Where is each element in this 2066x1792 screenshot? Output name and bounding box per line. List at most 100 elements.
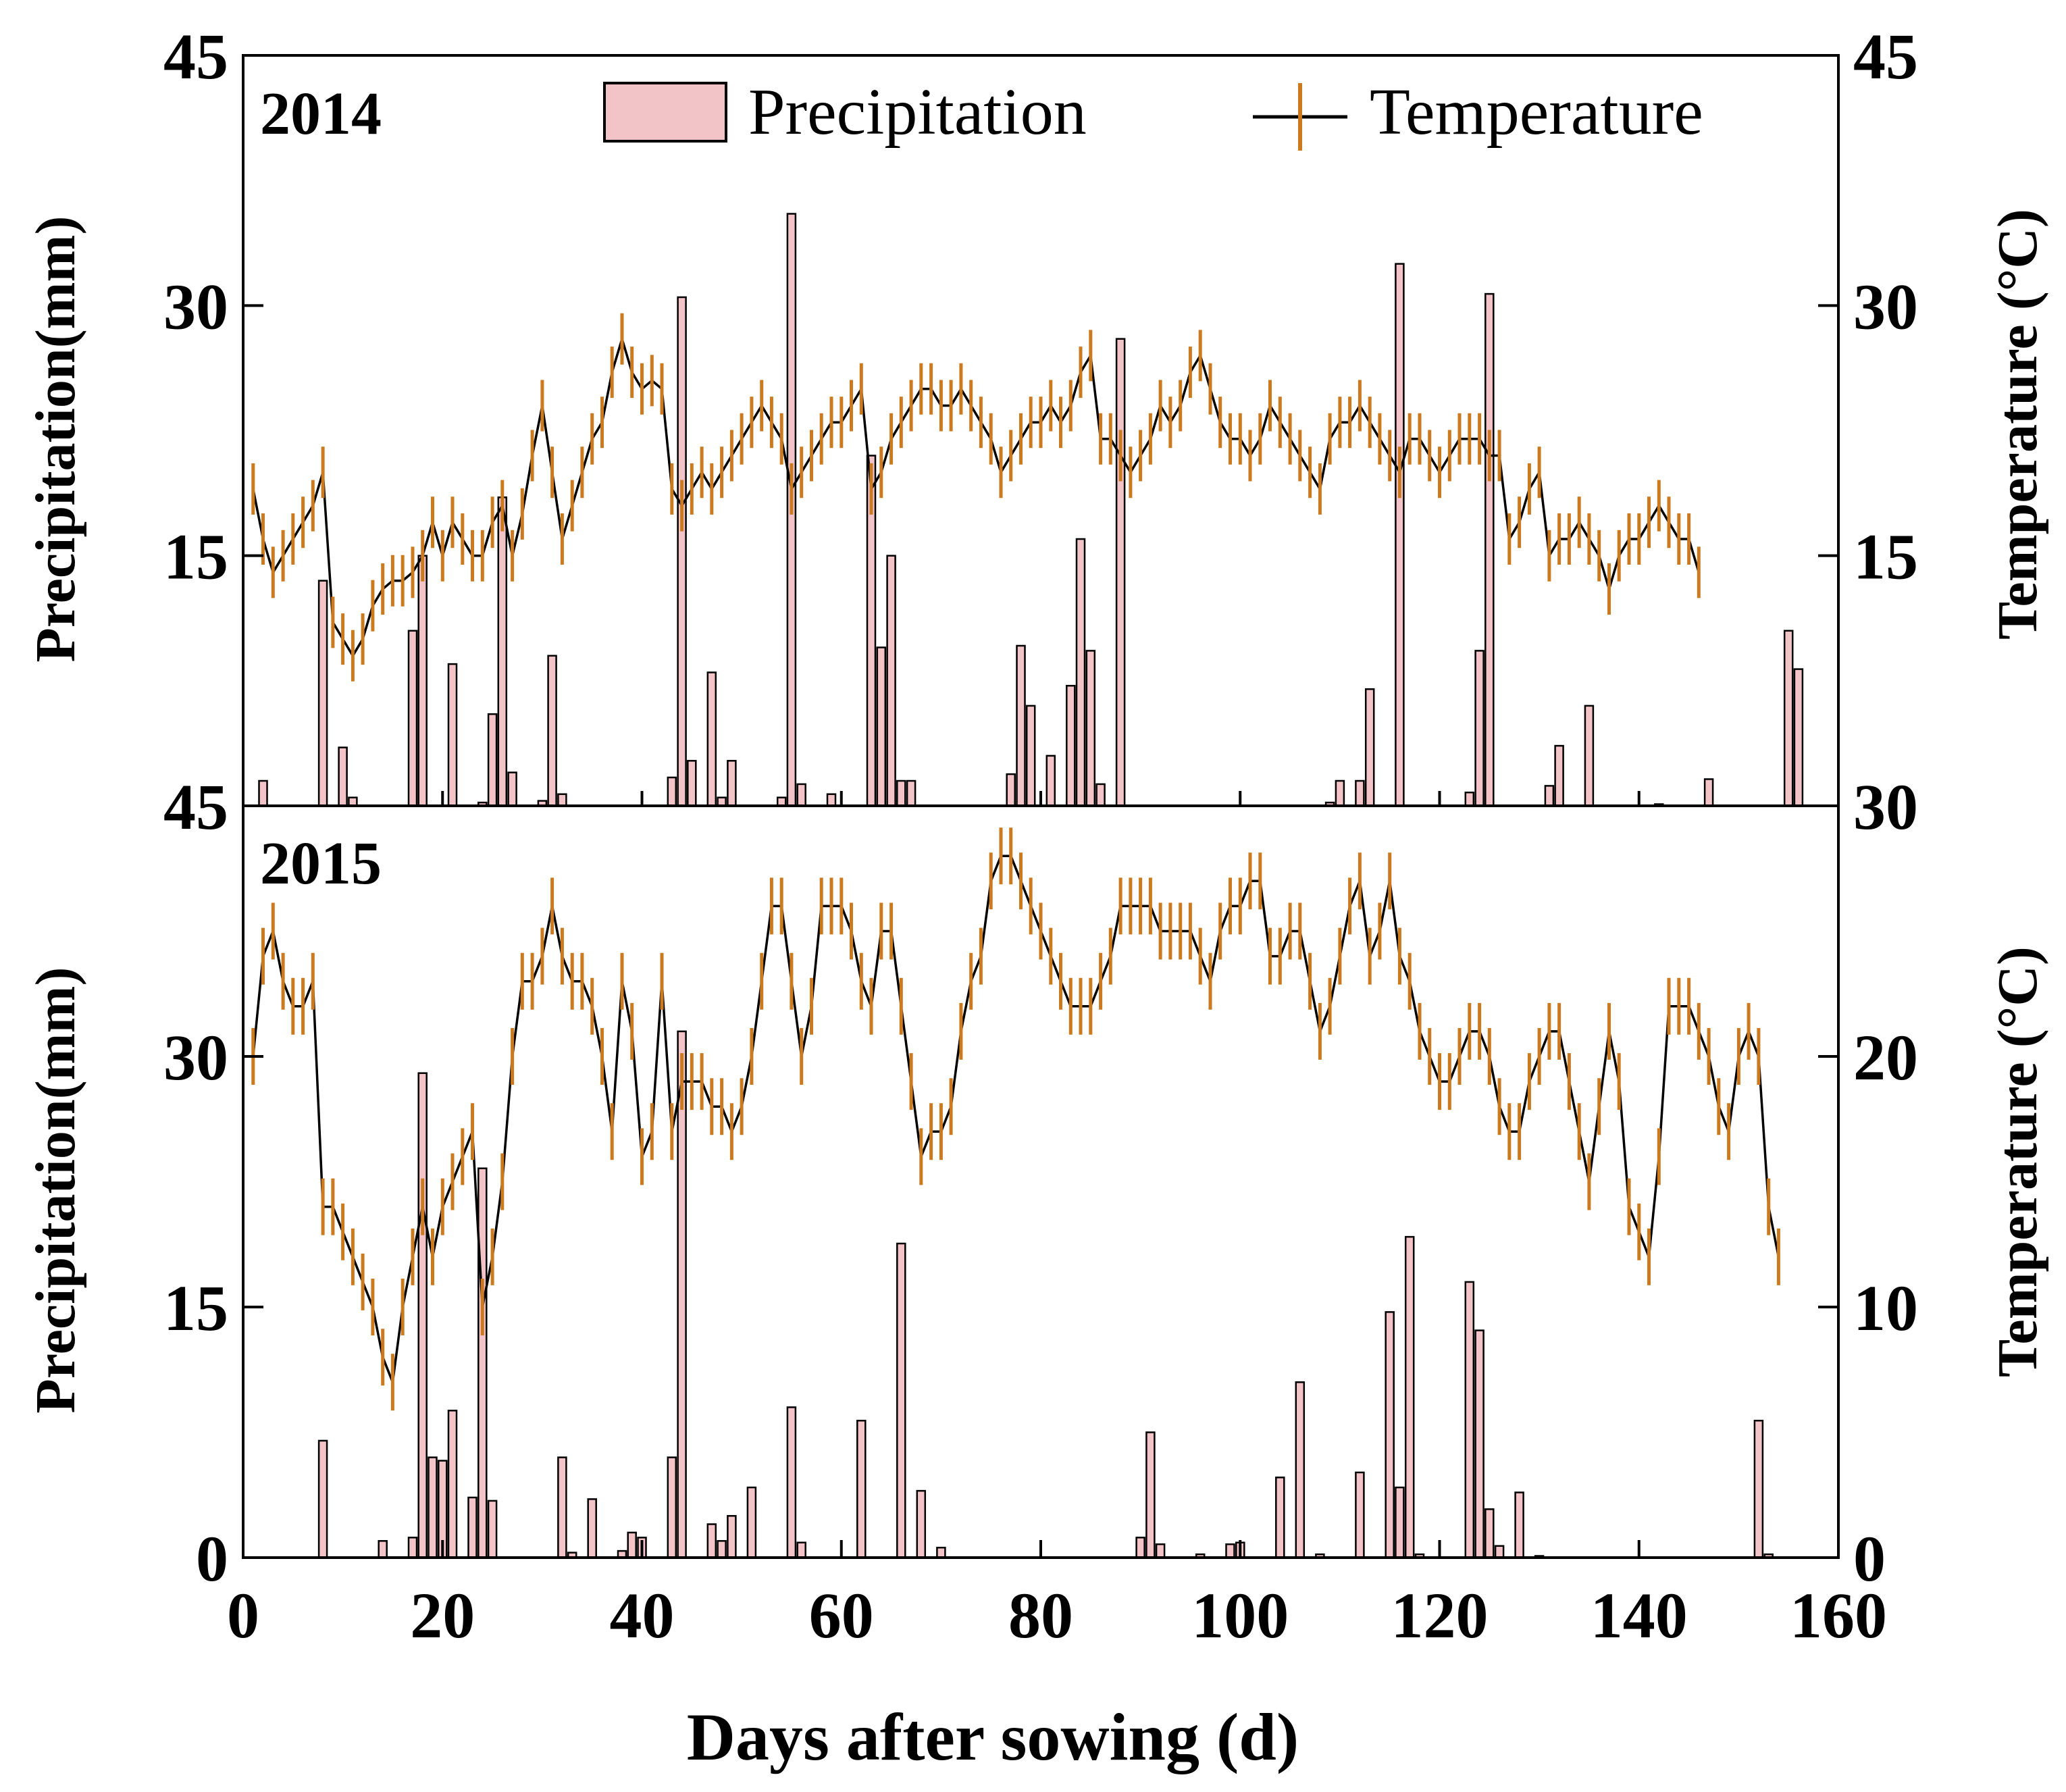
- precip-bar-2015-day-91: [1145, 1431, 1156, 1559]
- precip-bar-2015-day-106: [1295, 1381, 1306, 1559]
- precip-bar-2014-day-47: [706, 671, 717, 807]
- precip-bar-2015-day-68: [916, 1489, 927, 1559]
- precip-bar-2014-day-56: [796, 783, 806, 807]
- precip-bar-2014-day-45: [687, 760, 697, 807]
- precip-bar-2015-day-115: [1385, 1311, 1395, 1559]
- precip-bar-2015-day-17: [407, 1537, 418, 1559]
- left-tick-label-2015-0: 0: [196, 1522, 228, 1595]
- temperature-series-2015: [251, 827, 1780, 1411]
- precip-bar-2014-day-155: [1783, 630, 1794, 807]
- precip-bar-2015-day-90: [1135, 1537, 1145, 1559]
- precip-bar-2015-day-18: [417, 1072, 428, 1559]
- right-tick-label-2015-20: 20: [1853, 1021, 1918, 1094]
- precip-bar-2014-day-66: [896, 779, 906, 807]
- precip-bar-2014-day-43: [667, 776, 677, 807]
- precip-bar-2015-day-125: [1484, 1508, 1495, 1559]
- precip-bar-2014-day-59: [826, 793, 837, 807]
- precip-bar-2014-day-124: [1474, 650, 1484, 807]
- precip-bar-2015-day-32: [557, 1456, 567, 1559]
- precip-bar-2014-day-25: [487, 713, 498, 807]
- precip-bar-2015-day-66: [896, 1242, 906, 1559]
- precip-bar-2015-day-126: [1494, 1545, 1505, 1559]
- left-tick-label-2014-45: 45: [163, 20, 228, 93]
- precip-bar-2015-day-21: [447, 1410, 458, 1559]
- x-tick-label-160: 160: [1790, 1579, 1887, 1652]
- precip-bar-2014-day-2: [258, 779, 268, 807]
- x-tick-label-60: 60: [809, 1579, 874, 1652]
- precip-bar-2014-day-125: [1484, 292, 1495, 807]
- precip-bar-2014-day-83: [1066, 684, 1076, 807]
- legend-temperature-label: Temperature: [1370, 76, 1703, 149]
- temperature-line-2014: [252, 334, 1700, 659]
- precip-bar-2015-day-62: [856, 1419, 867, 1559]
- right-tick-label-2014-30: 30: [1853, 270, 1918, 342]
- x-tick-label-20: 20: [410, 1579, 475, 1652]
- x-tick-label-100: 100: [1191, 1579, 1289, 1652]
- precip-bar-2014-day-84: [1075, 538, 1086, 807]
- precip-bar-2015-day-123: [1464, 1281, 1475, 1559]
- precip-bar-2014-day-18: [417, 555, 428, 807]
- precip-bar-2015-day-48: [717, 1540, 727, 1559]
- precip-bar-2014-day-88: [1115, 338, 1126, 807]
- precipitation-bars-2015: [317, 1030, 1774, 1559]
- precip-bar-2015-day-104: [1275, 1477, 1285, 1559]
- precip-bar-2014-day-67: [906, 779, 916, 807]
- x-tick-label-40: 40: [610, 1579, 675, 1652]
- precip-bar-2014-day-32: [557, 793, 567, 807]
- precip-bar-2015-day-124: [1474, 1329, 1484, 1559]
- precip-bar-2014-day-116: [1395, 263, 1405, 807]
- precip-bar-2015-day-51: [746, 1486, 757, 1559]
- right-tick-label-2015-10: 10: [1853, 1272, 1918, 1344]
- precip-bar-2014-day-85: [1085, 650, 1096, 807]
- ylabel-left-2015: Precipitation(mm): [24, 967, 87, 1414]
- precip-bar-2015-day-56: [796, 1541, 806, 1559]
- precip-bar-2014-day-26: [497, 496, 508, 807]
- legend-precipitation-label: Precipitation: [748, 76, 1087, 149]
- precip-bar-2015-day-8: [317, 1439, 328, 1559]
- precip-bar-2015-day-92: [1155, 1543, 1166, 1559]
- temperature-line-2015: [252, 854, 1780, 1387]
- precip-bar-2014-day-147: [1703, 778, 1714, 807]
- left-tick-label-2014-15: 15: [163, 521, 228, 593]
- precipitation-bars-2014: [258, 213, 1804, 807]
- precip-bar-2014-day-131: [1544, 785, 1555, 807]
- precip-bar-2014-day-17: [407, 630, 418, 807]
- precip-bar-2014-day-10: [338, 746, 348, 807]
- precip-bar-2014-day-44: [677, 296, 687, 807]
- xlabel: Days after sowing (d): [687, 1699, 1299, 1774]
- precip-bar-2014-day-156: [1793, 668, 1804, 807]
- precip-bar-2015-day-44: [677, 1030, 687, 1559]
- precip-bar-2014-day-49: [727, 760, 737, 807]
- precip-bar-2015-day-23: [467, 1496, 477, 1559]
- precip-bar-2015-day-112: [1355, 1471, 1365, 1559]
- x-tick-label-140: 140: [1591, 1579, 1688, 1652]
- precip-bar-2014-day-65: [886, 555, 896, 807]
- precip-bar-2015-day-43: [667, 1456, 677, 1559]
- precip-bar-2014-day-81: [1045, 754, 1056, 807]
- precip-bar-2014-day-27: [507, 771, 517, 807]
- precip-bar-2015-day-14: [378, 1540, 388, 1559]
- legend-precipitation-swatch: [603, 82, 727, 143]
- precip-bar-2014-day-31: [547, 655, 557, 807]
- right-tick-label-2015-0: 0: [1853, 1522, 1886, 1595]
- precip-bar-2015-day-99: [1225, 1543, 1235, 1559]
- precip-bar-2015-day-152: [1753, 1419, 1764, 1559]
- precip-bar-2014-day-113: [1364, 688, 1375, 807]
- ylabel-right-2014: Temperature (°C): [1986, 209, 2049, 640]
- precip-bar-2015-day-24: [477, 1167, 488, 1559]
- precip-bar-2015-day-128: [1514, 1491, 1524, 1559]
- precip-bar-2014-day-79: [1025, 705, 1036, 807]
- precip-bar-2015-day-19: [428, 1456, 438, 1559]
- precip-bar-2014-day-132: [1554, 744, 1564, 807]
- precip-bar-2015-day-70: [936, 1546, 946, 1559]
- left-tick-label-2015-45: 45: [163, 771, 228, 843]
- precip-bar-2014-day-86: [1095, 783, 1106, 807]
- precip-bar-2014-day-64: [876, 646, 887, 807]
- precip-bar-2015-day-55: [786, 1406, 797, 1559]
- right-bottom-label-2014: 30: [1853, 771, 1918, 843]
- x-tick-label-80: 80: [1008, 1579, 1073, 1652]
- year-label-2014: 2014: [260, 80, 382, 147]
- temperature-series-2014: [251, 313, 1701, 682]
- precip-bar-2014-day-21: [447, 663, 458, 807]
